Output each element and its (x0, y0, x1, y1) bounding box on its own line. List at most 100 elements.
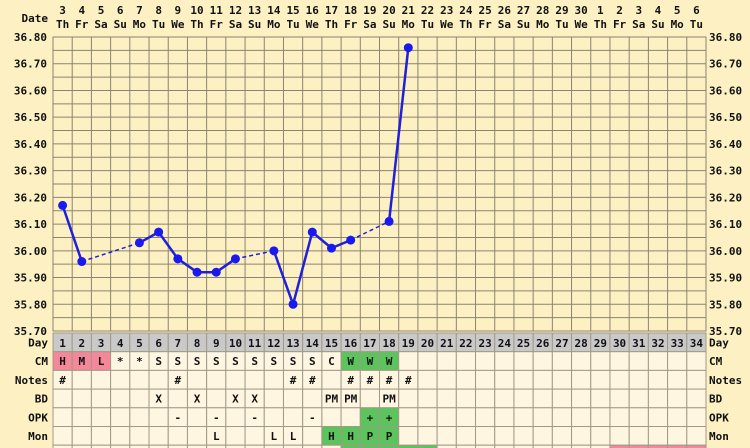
row-label-cm: CM (35, 355, 49, 368)
date-tick: 18 (344, 4, 357, 17)
table-cell-opk (263, 407, 284, 427)
weekday-tick: Th (56, 18, 69, 31)
table-cell-stats (340, 444, 361, 448)
table-cell-cm (551, 351, 573, 371)
table-cell-stats (379, 444, 400, 448)
table-cell-opk (494, 407, 515, 427)
row-label-mon: Mon (28, 430, 48, 443)
mon-value: H (347, 430, 354, 443)
table-cell-mon (551, 426, 573, 446)
table-cell-opk (513, 407, 534, 427)
day-number: 18 (382, 337, 395, 350)
cm-value: * (117, 355, 124, 368)
table-cell-bd (551, 388, 573, 409)
table-cell-stats (417, 444, 438, 448)
table-cell-notes (551, 369, 573, 390)
cm-value: * (136, 355, 143, 368)
mon-value: P (386, 430, 393, 443)
date-tick: 6 (117, 4, 124, 17)
temperature-point (346, 235, 356, 245)
y-tick-left: 35.70 (14, 325, 47, 338)
notes-value: # (309, 374, 316, 387)
weekday-tick: Sa (229, 18, 242, 31)
table-cell-notes (186, 369, 208, 390)
cm-value: S (155, 355, 162, 368)
opk-value: + (367, 411, 374, 424)
opk-value: - (309, 411, 316, 424)
date-tick: 21 (402, 4, 416, 17)
cm-value: W (386, 355, 393, 368)
table-cell-cm (571, 351, 592, 371)
day-number: 8 (194, 337, 201, 350)
table-cell-bd (609, 388, 630, 409)
table-cell-bd (71, 388, 92, 409)
table-cell-stats (455, 444, 477, 448)
table-cell-notes (71, 369, 92, 390)
table-cell-bd (513, 388, 534, 409)
table-cell-bd (263, 388, 284, 409)
table-cell-cm (436, 351, 457, 371)
table-cell-mon (110, 426, 131, 446)
table-cell-bd (282, 388, 304, 409)
table-cell-mon (398, 426, 419, 446)
table-cell-cm (532, 351, 553, 371)
weekday-tick: Fr (479, 18, 493, 31)
temperature-point (326, 243, 336, 253)
y-tick-left: 35.90 (14, 272, 47, 285)
table-cell-stats (206, 444, 227, 448)
cm-value: S (271, 355, 278, 368)
y-tick-right: 36.30 (709, 165, 742, 178)
row-label-right-opk: OPK (709, 411, 729, 424)
temperature-segment (157, 231, 179, 260)
bd-value: X (155, 393, 162, 406)
table-cell-bd (532, 388, 553, 409)
table-cell-notes (590, 369, 611, 390)
y-tick-left: 36.40 (14, 138, 47, 151)
y-tick-left: 36.50 (14, 111, 47, 124)
table-cell-mon (52, 426, 73, 446)
table-cell-notes (90, 369, 112, 390)
table-cell-cm (494, 351, 515, 371)
date-tick: 22 (421, 4, 434, 17)
table-cell-mon (148, 426, 169, 446)
temperature-point (269, 246, 279, 256)
table-cell-stats (282, 444, 304, 448)
table-cell-stats (263, 444, 284, 448)
mon-value: P (367, 430, 374, 443)
table-cell-bd (647, 388, 669, 409)
table-cell-stats (398, 444, 419, 448)
weekday-tick: Su (114, 18, 127, 31)
date-tick: 24 (459, 4, 473, 17)
table-cell-cm (398, 351, 419, 371)
table-cell-stats (225, 444, 246, 448)
date-label: Date (22, 12, 49, 25)
table-cell-opk (667, 407, 688, 427)
weekday-tick: Fr (344, 18, 358, 31)
weekday-tick: Su (517, 18, 530, 31)
table-cell-opk (398, 407, 419, 427)
y-tick-left: 36.00 (14, 245, 47, 258)
table-cell-notes (571, 369, 592, 390)
day-number: 26 (536, 337, 550, 350)
table-cell-mon (494, 426, 515, 446)
table-cell-notes (686, 369, 707, 390)
date-tick: 19 (363, 4, 376, 17)
table-cell-notes (321, 369, 342, 390)
table-cell-cm (667, 351, 688, 371)
weekday-tick: We (171, 18, 185, 31)
y-tick-left: 36.20 (14, 191, 47, 204)
table-cell-bd (686, 388, 707, 409)
table-cell-bd (494, 388, 515, 409)
table-cell-stats (321, 444, 342, 448)
day-number: 2 (78, 337, 85, 350)
cm-value: M (78, 355, 85, 368)
date-tick: 28 (536, 4, 549, 17)
opk-value: - (251, 411, 258, 424)
table-cell-notes (206, 369, 227, 390)
temperature-point (403, 43, 413, 53)
table-cell-notes (263, 369, 284, 390)
weekday-tick: Sa (363, 18, 376, 31)
day-number: 32 (651, 337, 664, 350)
table-cell-opk (475, 407, 496, 427)
table-cell-mon (455, 426, 477, 446)
